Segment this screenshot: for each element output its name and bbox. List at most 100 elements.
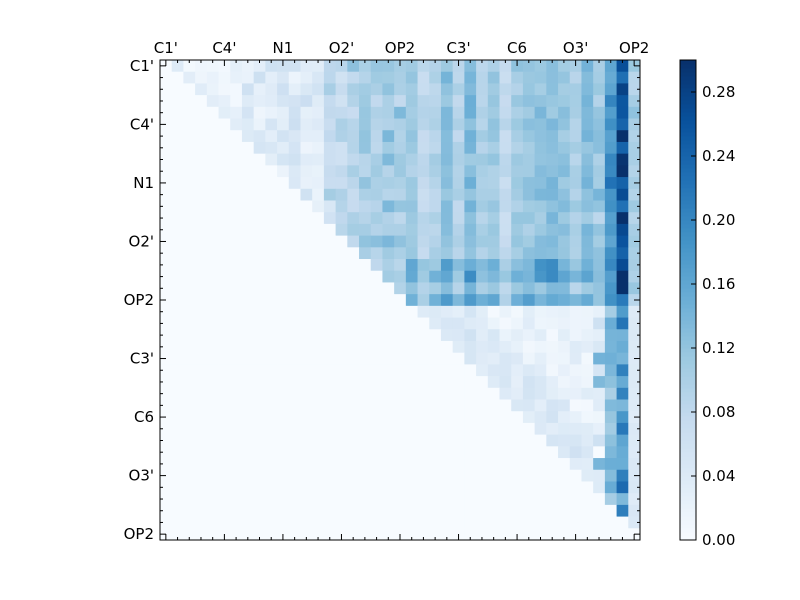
heatmap-cell	[487, 516, 500, 529]
heatmap-cell	[394, 422, 407, 436]
heatmap-cell	[394, 481, 407, 494]
heatmap-cell	[394, 95, 407, 108]
heatmap-cell	[160, 493, 173, 506]
heatmap-cell	[312, 95, 325, 108]
heatmap-cell	[382, 106, 395, 119]
heatmap-cell	[429, 106, 442, 119]
heatmap-cell	[511, 165, 524, 178]
heatmap-cell	[628, 364, 641, 377]
colorbar-tick-label: 0.20	[702, 211, 735, 229]
colorbar-segment	[680, 100, 696, 105]
heatmap-cell	[417, 270, 430, 283]
heatmap-cell	[218, 294, 231, 307]
heatmap-cell	[464, 83, 477, 96]
heatmap-cell	[265, 446, 278, 459]
heatmap-cell	[277, 247, 290, 260]
heatmap-cell	[160, 282, 173, 295]
heatmap-cell	[534, 469, 547, 482]
heatmap-cell	[171, 83, 184, 96]
heatmap-cell	[511, 493, 524, 506]
heatmap-cell	[323, 446, 337, 459]
heatmap-cell	[499, 165, 512, 178]
heatmap-cell	[476, 481, 489, 494]
heatmap-cell	[546, 399, 559, 412]
heatmap-cell	[476, 95, 489, 108]
heatmap-cell	[569, 282, 582, 295]
heatmap-cell	[452, 212, 465, 225]
heatmap-cell	[534, 235, 547, 248]
heatmap-cell	[616, 235, 629, 248]
heatmap-cell	[558, 446, 571, 459]
heatmap-cell	[288, 446, 301, 459]
heatmap-cell	[218, 106, 231, 119]
heatmap-cell	[429, 434, 442, 447]
heatmap-cell	[417, 469, 430, 482]
heatmap-cell	[230, 200, 243, 213]
heatmap-cell	[405, 294, 418, 307]
heatmap-cell	[300, 106, 313, 119]
heatmap-cell	[241, 200, 255, 213]
heatmap-cell	[195, 340, 208, 354]
heatmap-cell	[265, 481, 278, 494]
heatmap-cell	[370, 141, 383, 155]
heatmap-cell	[628, 212, 641, 225]
heatmap-cell	[628, 259, 641, 272]
heatmap-cell	[593, 247, 606, 260]
heatmap-cell	[265, 71, 278, 84]
heatmap-cell	[581, 364, 594, 377]
heatmap-cell	[195, 434, 208, 447]
heatmap-cell	[452, 481, 465, 494]
heatmap-cell	[593, 434, 606, 447]
heatmap-cell	[394, 364, 407, 377]
heatmap-cell	[452, 282, 465, 295]
heatmap-cell	[183, 95, 196, 108]
heatmap-cell	[546, 270, 559, 283]
heatmap-cell	[171, 329, 184, 342]
heatmap-cell	[195, 352, 208, 365]
heatmap-cell	[476, 153, 489, 166]
heatmap-cell	[195, 259, 208, 272]
heatmap-cell	[429, 528, 442, 541]
heatmap-cell	[522, 387, 536, 400]
heatmap-cell	[429, 411, 442, 424]
colorbar-segment	[680, 180, 696, 185]
heatmap-cell	[265, 118, 278, 131]
heatmap-cell	[288, 411, 301, 424]
heatmap-cell	[522, 458, 536, 471]
heatmap-cell	[241, 223, 255, 237]
heatmap-cell	[195, 247, 208, 260]
heatmap-cell	[206, 422, 219, 436]
heatmap-cell	[511, 399, 524, 412]
heatmap-cell	[604, 434, 617, 447]
colorbar-segment	[680, 528, 696, 533]
heatmap-cell	[581, 469, 594, 482]
heatmap-cell	[218, 270, 231, 283]
heatmap-cell	[171, 223, 184, 237]
heatmap-cell	[160, 469, 173, 482]
heatmap-cell	[323, 434, 337, 447]
heatmap-cell	[253, 200, 266, 213]
heatmap-cell	[277, 165, 290, 178]
heatmap-cell	[405, 376, 418, 389]
heatmap-cell	[382, 387, 395, 400]
heatmap-cell	[476, 504, 489, 517]
heatmap-cell	[171, 141, 184, 155]
heatmap-cell	[300, 329, 313, 342]
heatmap-cell	[405, 60, 418, 73]
heatmap-cell	[628, 493, 641, 506]
heatmap-cell	[452, 352, 465, 365]
heatmap-cell	[370, 504, 383, 517]
heatmap-cell	[499, 282, 512, 295]
heatmap-cell	[206, 516, 219, 529]
heatmap-cell	[241, 259, 255, 272]
heatmap-cell	[581, 141, 594, 155]
heatmap-cell	[370, 106, 383, 119]
heatmap-cell	[288, 200, 301, 213]
heatmap-cell	[511, 200, 524, 213]
heatmap-cell	[230, 95, 243, 108]
heatmap-cell	[476, 399, 489, 412]
heatmap-cell	[230, 458, 243, 471]
heatmap-cell	[452, 223, 465, 237]
heatmap-cell	[546, 95, 559, 108]
heatmap-cell	[499, 270, 512, 283]
